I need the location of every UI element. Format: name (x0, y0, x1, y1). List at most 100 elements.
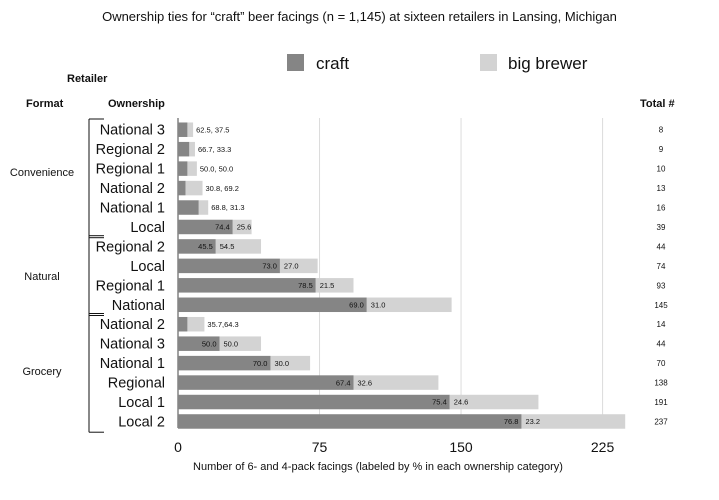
total-label: 74 (657, 262, 666, 271)
x-axis-label: Number of 6- and 4-pack facings (labeled… (193, 461, 563, 473)
category-label: Local (130, 220, 165, 236)
category-label: Regional (108, 376, 165, 392)
total-label: 16 (657, 204, 666, 213)
total-label: 39 (657, 223, 666, 232)
total-label: 138 (654, 379, 668, 388)
category-labels: National 3 Regional 2 Regional 1 National 2… (96, 123, 165, 431)
bar-craft (178, 278, 316, 293)
bar-label-craft: 69.0 (349, 300, 364, 309)
bar-label-big-brewer: 23.2 (525, 417, 540, 426)
bar-craft (178, 375, 354, 390)
legend-label-big-brewer: big brewer (508, 54, 588, 73)
bar-craft (178, 414, 522, 429)
bar-label-big-brewer: 50.0 (224, 339, 239, 348)
bar-craft (178, 180, 186, 196)
bar-label: 62.5, 37.5 (196, 125, 229, 134)
format-groups: Convenience Natural Grocery (10, 118, 104, 433)
total-labels: 8 9 10 13 16 39 44 74 93 145 14 44 70 138 191 237 (654, 126, 668, 427)
bar-big-brewer (187, 161, 197, 176)
bar-label-big-brewer: 21.5 (320, 281, 335, 290)
bar-big-brewer (189, 141, 195, 157)
x-tick-label: 0 (174, 439, 182, 455)
bar-big-brewer (219, 336, 262, 351)
bar-craft (178, 297, 367, 313)
legend-swatch-craft (287, 54, 304, 71)
category-label: Local (130, 259, 165, 275)
total-label: 191 (654, 398, 668, 407)
category-label: Local 2 (118, 414, 165, 430)
category-label: National 3 (100, 123, 165, 139)
bar-label-craft: 73.0 (262, 262, 277, 271)
bar-label-big-brewer: 24.6 (454, 398, 469, 407)
bar-craft (178, 122, 188, 137)
total-label: 13 (657, 184, 666, 193)
bar-label: 68.8, 31.3 (211, 203, 244, 212)
bar-big-brewer (185, 180, 203, 196)
bar-craft (178, 200, 199, 215)
x-tick-label: 225 (591, 439, 615, 455)
bar-big-brewer (198, 200, 209, 215)
category-label: National 2 (100, 181, 165, 197)
bar-labels: 62.5, 37.5 66.7, 33.3 50.0, 50.0 30.8, 69.2… (196, 125, 540, 426)
total-label: 70 (657, 359, 666, 368)
total-label: 9 (659, 145, 664, 154)
bar-craft (178, 316, 188, 332)
x-tick-label: 150 (449, 439, 473, 455)
category-label: National (112, 298, 165, 314)
category-label: Regional 2 (96, 142, 165, 158)
bar-label-big-brewer: 30.0 (274, 359, 289, 368)
bar-craft (178, 355, 271, 371)
bar-label-craft: 76.8 (504, 417, 519, 426)
bar-label: 50.0, 50.0 (200, 164, 233, 173)
bar-label: 30.8, 69.2 (206, 184, 239, 193)
bars (178, 122, 626, 429)
legend-swatch-big-brewer (480, 54, 497, 71)
format-label: Convenience (10, 167, 74, 179)
total-label: 44 (657, 242, 666, 251)
bar-label-craft: 74.4 (215, 223, 230, 232)
bar-label-craft: 78.5 (298, 281, 313, 290)
bar-big-brewer (315, 278, 354, 293)
category-label: Regional 1 (96, 278, 165, 294)
bar-label-craft: 67.4 (336, 378, 351, 387)
format-label: Natural (24, 271, 59, 283)
bar-label-craft: 50.0 (202, 339, 217, 348)
bar-big-brewer (187, 316, 205, 332)
bar-big-brewer (521, 414, 626, 429)
total-label: 145 (654, 301, 668, 310)
bar-craft (178, 258, 280, 274)
header-retailer: Retailer (67, 73, 108, 85)
chart-title: Ownership ties for “craft” beer facings … (102, 9, 617, 24)
bar-big-brewer (449, 394, 539, 410)
bar-big-brewer (232, 219, 252, 235)
header-format: Format (26, 98, 64, 110)
bar-label-big-brewer: 54.5 (220, 242, 235, 251)
legend-label-craft: craft (316, 54, 349, 73)
category-label: National 1 (100, 356, 165, 372)
bar-label-big-brewer: 32.6 (358, 378, 373, 387)
x-axis-ticks: 0 75 150 225 (174, 439, 614, 455)
bar-craft (178, 239, 216, 254)
total-label: 237 (654, 417, 668, 426)
bar-big-brewer (187, 122, 194, 137)
category-label: National 1 (100, 201, 165, 217)
bar-big-brewer (353, 375, 439, 390)
category-label: Regional 1 (96, 162, 165, 178)
header-ownership: Ownership (108, 98, 165, 110)
bar-craft (178, 141, 190, 157)
legend: craft big brewer (287, 54, 588, 73)
total-label: 14 (657, 320, 666, 329)
bar-craft (178, 336, 220, 351)
header-total: Total # (640, 98, 675, 110)
bar-label-craft: 45.5 (198, 242, 213, 251)
bar-label-big-brewer: 27.0 (284, 262, 299, 271)
format-label: Grocery (22, 366, 62, 378)
category-label: National 2 (100, 317, 165, 333)
total-label: 8 (659, 126, 664, 135)
category-label: Regional 2 (96, 239, 165, 255)
bar-big-brewer (215, 239, 262, 254)
bar-big-brewer (279, 258, 318, 274)
bar-label: 35.7,64.3 (207, 320, 238, 329)
total-label: 44 (657, 340, 666, 349)
